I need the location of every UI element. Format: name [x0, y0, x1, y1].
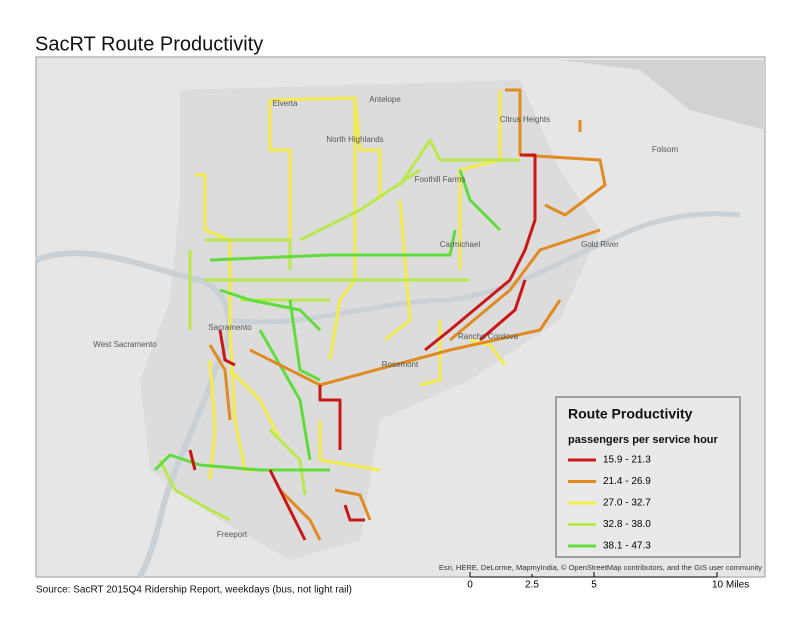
routes: [153, 88, 607, 541]
scale-label: 0: [467, 580, 473, 591]
scale-label: 2.5: [525, 580, 539, 591]
place-label: Freeport: [217, 530, 248, 539]
place-label: Rancho Cordova: [458, 332, 519, 341]
map: Elverta Antelope Citrus Heights North Highl…: [34, 56, 766, 579]
places: Elverta Antelope Citrus Heights North Highl…: [93, 95, 678, 539]
route-line: [268, 428, 307, 496]
legend-label: 21.4 - 26.9: [603, 476, 651, 487]
source: Source: SacRT 2015Q4 Ridership Report, w…: [36, 585, 352, 596]
route-line: [398, 138, 520, 186]
river: [34, 250, 233, 579]
place-label: Gold River: [581, 240, 619, 249]
route-line: [334, 488, 372, 521]
route-line: [158, 459, 231, 522]
legend-label: 38.1 - 47.3: [603, 541, 651, 552]
terrain: [560, 60, 765, 130]
legend-items: 15.9 - 21.3 21.4 - 26.9 27.0 - 32.7 32.8 - …: [568, 455, 651, 552]
route-line: [458, 169, 502, 232]
route-line: [343, 504, 365, 522]
route-line: [469, 338, 507, 366]
route-line: [384, 199, 412, 342]
route-line: [188, 449, 197, 471]
route-line: [299, 168, 421, 242]
route-line: [479, 279, 527, 342]
route-line: [153, 453, 330, 472]
attribution: Esri, HERE, DeLorme, MapmyIndia, © OpenS…: [439, 563, 762, 572]
place-label: Rosemont: [382, 360, 419, 369]
route-line: [219, 288, 322, 332]
title: SacRT Route Productivity: [35, 33, 263, 55]
route-line: [218, 329, 236, 367]
route-line: [195, 173, 232, 330]
legend-box: [555, 396, 741, 558]
place-label: Sacramento: [208, 323, 252, 332]
place-label: West Sacramento: [93, 340, 157, 349]
route-line: [208, 359, 217, 481]
route-line: [318, 420, 381, 472]
route-line: [458, 90, 502, 270]
route-line: [419, 320, 442, 387]
route-line: [208, 344, 232, 421]
scale-bar: 0 2.5 5 10 Miles: [467, 572, 749, 591]
route-line: [205, 238, 292, 270]
place-label: Citrus Heights: [500, 115, 550, 124]
legend-subtitle: passengers per service hour: [568, 434, 719, 446]
scale-label: 5: [591, 580, 597, 591]
legend-label: 32.8 - 38.0: [603, 519, 651, 530]
urban-area: [140, 80, 600, 560]
place-label: Foothill Farms: [415, 175, 466, 184]
route-line: [268, 100, 292, 240]
route-line: [288, 299, 321, 382]
place-label: Carmichael: [440, 240, 481, 249]
route-line: [278, 488, 322, 541]
place-label: Antelope: [369, 95, 401, 104]
scale-label: 10 Miles: [712, 580, 749, 591]
legend-label: 27.0 - 32.7: [603, 498, 651, 509]
place-label: Elverta: [273, 99, 298, 108]
route-line: [449, 228, 601, 342]
route-line: [228, 368, 282, 441]
legend: Route Productivity passengers per servic…: [555, 396, 741, 558]
route-line: [209, 229, 457, 262]
route-line: [328, 98, 357, 361]
legend-title: Route Productivity: [568, 406, 693, 422]
route-line: [258, 329, 312, 461]
route-line: [249, 299, 562, 387]
route-line: [318, 385, 342, 450]
route-line: [268, 469, 307, 541]
legend-label: 15.9 - 21.3: [603, 455, 651, 466]
place-label: North Highlands: [326, 135, 383, 144]
route-line: [505, 88, 607, 217]
route-line: [269, 96, 382, 200]
place-label: Folsom: [652, 145, 679, 154]
route-line: [424, 153, 537, 352]
